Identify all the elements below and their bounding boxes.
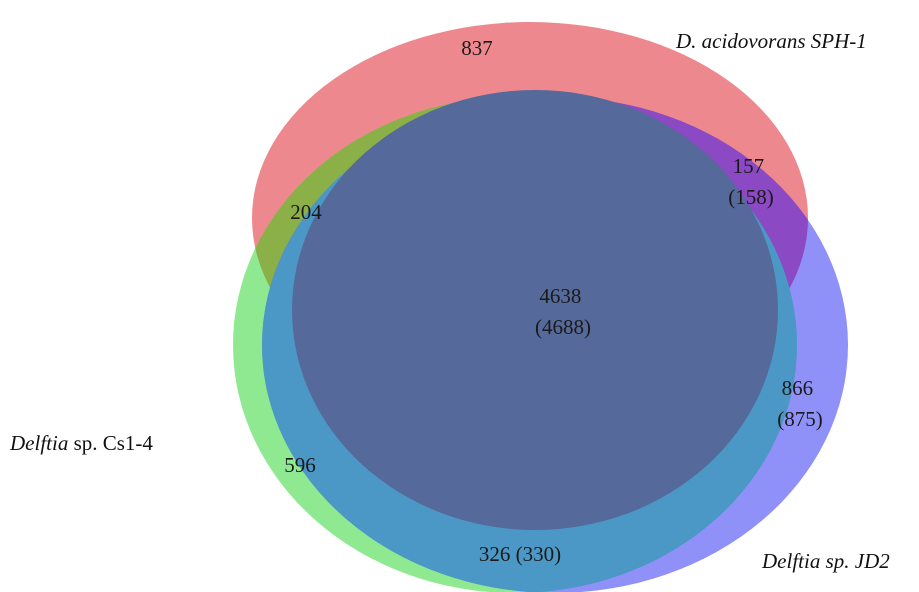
- count-sph1-jd2: 157 (158): [728, 154, 774, 209]
- core-overlap: [292, 90, 778, 530]
- count-cs14-jd2: 326 (330): [479, 542, 561, 566]
- count-cs14-only: 596: [284, 453, 316, 477]
- count-sph1-cs14: 204: [290, 200, 322, 224]
- count-jd2-only: 866 (875): [777, 376, 823, 431]
- label-jd2: Delftia sp. JD2: [761, 549, 890, 573]
- count-all-three: 4638 (4688): [535, 284, 591, 339]
- count-sph1-only: 837: [461, 36, 493, 60]
- label-sph1: D. acidovorans SPH-1: [675, 29, 867, 53]
- label-cs14: Delftia sp. Cs1-4: [9, 431, 153, 455]
